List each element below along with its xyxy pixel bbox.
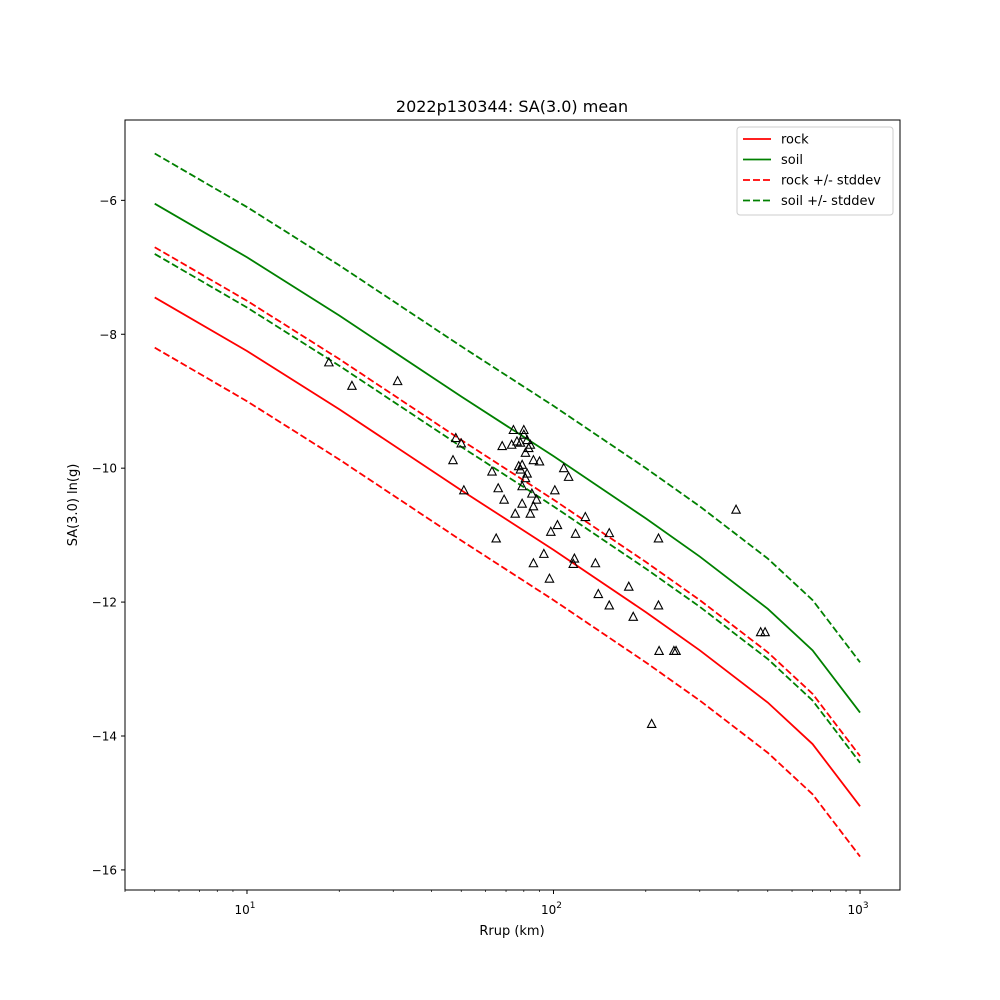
observation-point [569,552,580,563]
observation-point [604,599,615,610]
observation-point [531,493,542,504]
observation-point [392,375,403,386]
observation-point [528,557,539,568]
series-line-soil-stddev-5 [154,253,861,764]
observation-point [604,527,615,538]
y-tick-label: −14 [92,730,117,744]
observation-point [590,557,601,568]
observation-point [538,548,549,558]
x-tick-label: 103 [848,901,869,917]
observation-point [518,429,529,439]
observation-point [497,440,508,451]
series-line-rock-stddev-3 [154,346,861,858]
observation-point [450,432,461,443]
x-axis: 101 102 103 [124,890,869,917]
observation-point [653,645,665,656]
observation-point [517,480,528,491]
observation-point [544,572,555,583]
series-line-rock-0 [154,296,861,807]
legend-label: rock +/- stddev [781,174,881,189]
y-tick-label: −16 [92,863,117,877]
observation-point [508,424,519,435]
observation-point [518,424,529,435]
observation-point [526,487,537,498]
observation-point [549,484,560,495]
observation-point [458,484,469,495]
observation-point [520,472,531,483]
observation-point [534,455,545,466]
observation-point [521,434,533,445]
legend-box [736,126,894,216]
x-tick-label: 102 [541,901,562,917]
plot-area [154,152,861,858]
x-tick-label: 101 [234,901,255,917]
observation-point [517,459,528,469]
observation-point [628,611,639,621]
observation-point [623,581,634,591]
observation-point [525,439,536,449]
observation-point [493,482,504,493]
observation-point [563,471,574,481]
observation-point [558,462,569,473]
observation-point [491,532,502,543]
observation-point [517,497,528,508]
series-line-soil-stddev-4 [154,152,861,663]
observation-point [670,645,682,656]
plot-frame [124,119,901,891]
observation-point [447,454,459,465]
y-tick-label: −12 [92,596,117,610]
legend-label: soil +/- stddev [781,194,876,209]
observation-point [515,463,526,474]
observation-point [346,380,358,390]
observation-point [653,599,664,610]
observation-point [730,504,742,514]
chart-title: 2022p130344: SA(3.0) mean [396,97,628,116]
observation-point [525,508,536,518]
observation-point [499,493,510,504]
observation-point [646,718,657,728]
observation-point [486,465,498,476]
observation-point [323,356,334,367]
observation-point [593,588,604,599]
observation-point [545,526,556,536]
x-axis-label: Rrup (km) [479,924,544,939]
observation-point [520,447,531,457]
observation-point [580,511,591,522]
observation-point [456,437,467,448]
observation-point [528,454,539,465]
y-axis: −16 −14 −12 −10 −8 −6 [92,194,125,877]
observation-point [759,626,771,637]
observation-point [515,437,526,447]
observation-point [653,532,664,543]
y-tick-label: −6 [99,194,117,208]
observation-point [528,500,539,511]
legend-label: rock [781,133,809,148]
observation-point [568,558,579,568]
legend: rock soil rock +/- stddev soil +/- stddev [736,126,894,216]
observation-point [552,519,563,530]
y-axis-label: SA(3.0) ln(g) [66,464,81,547]
series-line-soil-1 [154,202,861,714]
series-line-rock-stddev-2 [154,246,861,757]
observation-point [521,467,533,478]
observations [323,356,771,728]
y-tick-label: −10 [92,462,117,476]
observation-point [510,508,521,518]
y-tick-label: −8 [99,328,117,342]
observation-point [570,528,581,538]
legend-label: soil [781,153,803,168]
